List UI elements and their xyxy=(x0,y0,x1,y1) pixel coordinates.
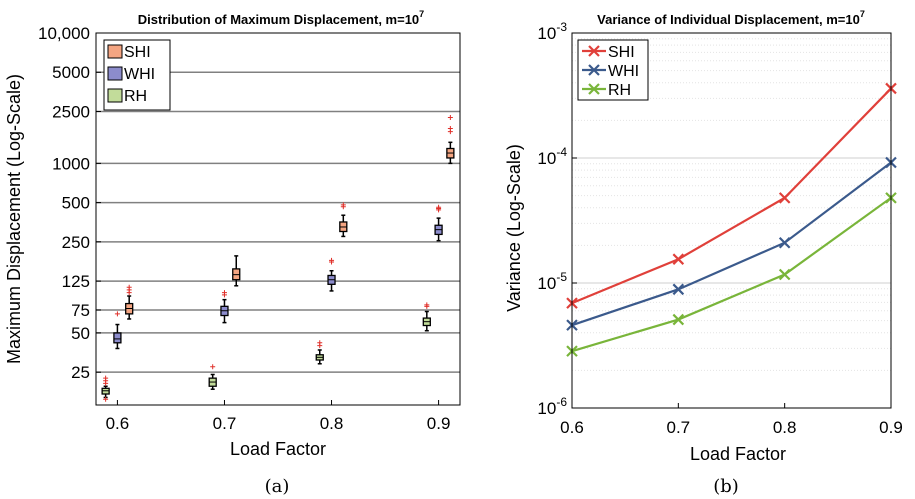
left-y-tick-labels: 25 50 75 125 250 500 1000 2500 5000 10,000 xyxy=(38,24,90,382)
left-y-tick-label: 25 xyxy=(71,363,90,382)
series-line-shi xyxy=(571,87,892,305)
right-y-tick-label: 10-5 xyxy=(537,270,567,293)
right-x-tick-label: 0.7 xyxy=(667,418,691,437)
box-outlier xyxy=(447,126,453,132)
right-x-tick-label: 0.8 xyxy=(773,418,797,437)
box-outlier xyxy=(447,114,453,120)
left-plot-frame xyxy=(95,32,461,406)
right-x-tick-labels: 0.6 0.7 0.8 0.9 xyxy=(560,418,903,437)
right-y-axis-label: Variance (Log-Scale) xyxy=(504,144,524,312)
left-y-axis-label: Maximum Displacement (Log-Scale) xyxy=(4,74,24,364)
left-y-tick-label: 500 xyxy=(62,194,90,213)
legend-label: SHI xyxy=(608,44,635,61)
box-outlier xyxy=(210,364,216,370)
right-series-lines xyxy=(566,82,897,357)
legend-marker xyxy=(588,64,600,76)
right-y-tick-label: 10-4 xyxy=(537,145,567,168)
variance-line-chart: Variance of Individual Displacement, m=1… xyxy=(504,9,903,497)
right-gridlines xyxy=(571,32,892,409)
left-gridlines xyxy=(96,32,460,405)
right-y-tick-labels: 10-6 10-5 10-4 10-3 xyxy=(537,20,567,418)
left-y-tick-label: 50 xyxy=(71,324,90,343)
legend-label: WHI xyxy=(608,63,639,80)
left-y-tick-label: 5000 xyxy=(52,63,90,82)
left-y-tick-label: 1000 xyxy=(52,154,90,173)
left-boxes xyxy=(101,114,455,402)
left-x-tick-label: 0.6 xyxy=(106,414,130,433)
data-point-whi xyxy=(672,283,685,296)
left-x-tick-labels: 0.6 0.7 0.8 0.9 xyxy=(106,414,451,433)
series-line-whi xyxy=(571,161,892,327)
right-x-axis-label: Load Factor xyxy=(690,444,786,464)
right-caption: (b) xyxy=(713,476,739,497)
right-legend: SHI WHI RH xyxy=(577,39,649,101)
box-outlier xyxy=(103,396,109,402)
legend-marker xyxy=(588,45,600,57)
left-legend: SHI WHI RH xyxy=(103,39,171,111)
legend-marker xyxy=(588,83,600,95)
data-point-whi xyxy=(778,236,791,249)
right-plot-frame xyxy=(571,32,892,409)
box-outlier xyxy=(126,284,132,290)
left-y-tick-label: 2500 xyxy=(52,102,90,121)
right-y-tick-label: 10-6 xyxy=(537,395,567,418)
box-outlier xyxy=(103,375,109,381)
data-point-shi xyxy=(672,253,685,265)
right-chart-title: Variance of Individual Displacement, m=1… xyxy=(597,9,865,27)
right-x-tick-label: 0.6 xyxy=(560,418,584,437)
box-outlier xyxy=(317,340,323,346)
legend-swatch xyxy=(107,44,123,59)
left-x-axis-label: Load Factor xyxy=(230,439,326,459)
legend-label: RH xyxy=(608,82,631,99)
right-y-tick-label: 10-3 xyxy=(537,20,567,43)
data-point-rh xyxy=(778,268,791,281)
box-outlier xyxy=(424,302,430,308)
left-x-tick-label: 0.7 xyxy=(213,414,237,433)
max-displacement-boxplot: Distribution of Maximum Displacement, m=… xyxy=(4,9,461,497)
legend-swatch xyxy=(107,66,123,81)
box-outlier xyxy=(329,257,335,263)
box-outlier xyxy=(221,290,227,296)
legend-label: WHI xyxy=(124,66,155,83)
left-chart-title: Distribution of Maximum Displacement, m=… xyxy=(138,9,424,27)
legend-label: SHI xyxy=(124,44,151,61)
left-x-tick-label: 0.8 xyxy=(320,414,344,433)
left-y-tick-label: 10,000 xyxy=(38,24,90,43)
series-line-rh xyxy=(571,196,892,353)
left-y-tick-label: 75 xyxy=(71,301,90,320)
box-outlier xyxy=(340,202,346,208)
box-outlier xyxy=(114,311,120,317)
data-point-shi xyxy=(778,192,791,204)
data-point-rh xyxy=(672,313,685,326)
box-body xyxy=(113,332,122,344)
left-caption: (a) xyxy=(265,476,290,497)
legend-swatch xyxy=(107,88,123,103)
legend-label: RH xyxy=(124,88,147,105)
left-y-tick-label: 125 xyxy=(62,272,90,291)
left-y-tick-label: 250 xyxy=(62,233,90,252)
box-outlier xyxy=(436,204,442,210)
left-x-tick-label: 0.9 xyxy=(427,414,451,433)
right-x-tick-label: 0.9 xyxy=(879,418,903,437)
